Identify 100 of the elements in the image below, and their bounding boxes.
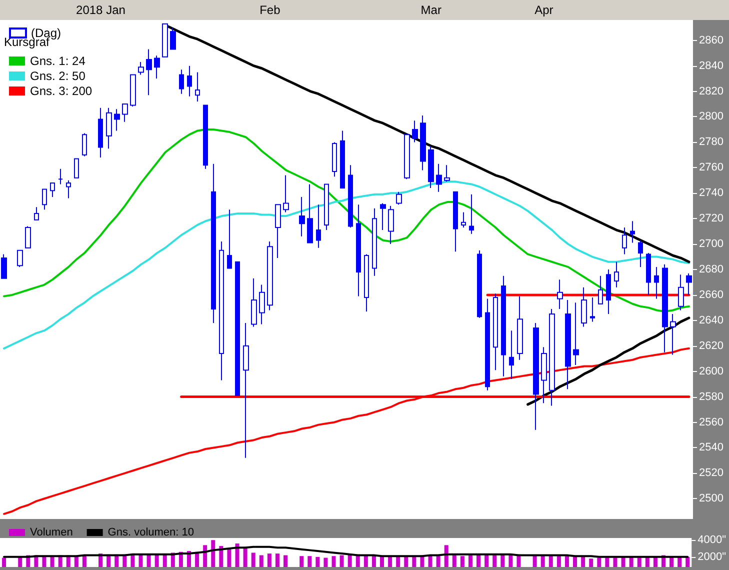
y-tick-label: 2740 [699,187,724,200]
y-tick-label: 2560 [699,416,724,428]
y-tick-label: 2640 [699,314,724,326]
candlestick [66,180,71,199]
candlestick [114,108,120,132]
candlestick [267,240,273,311]
candlestick [235,261,240,396]
legend-label: Gns. 1: 24 [30,54,86,68]
candlestick [654,266,659,300]
y-tick-label: 2540 [699,442,724,454]
candlestick [428,146,434,189]
candlestick [557,279,563,310]
candlestick [614,261,619,288]
candlestick [203,104,208,170]
candlestick [461,212,466,228]
candlestick [324,184,329,231]
y-tick-label: 2600 [699,365,724,378]
candlestick [251,278,257,328]
candlestick [58,168,63,185]
line-series [3,347,690,515]
candlestick [420,114,426,171]
candlestick [106,107,112,150]
candlestick [50,182,55,198]
candlestick [493,293,498,371]
candlestick [412,120,418,143]
y-tick-label: 2000" [698,550,726,563]
candlestick [130,74,136,108]
line-series [3,546,689,558]
candlestick [670,314,676,356]
candlestick [162,23,168,58]
candlestick [404,134,410,180]
candlestick [98,107,103,158]
candlestick [638,240,643,268]
candlestick [74,158,79,178]
candlestick [678,274,684,311]
candlestick [509,330,514,380]
candlestick [662,264,668,353]
line-series [3,128,690,313]
candlestick [307,184,313,244]
y-tick-label: 2780 [699,136,724,148]
candlestick [195,72,200,102]
candlestick [622,226,627,255]
x-tick-label: Apr [534,3,554,17]
candlestick [606,269,611,315]
y-tick-label: 2800 [699,110,724,123]
candlestick [453,191,458,252]
line-series [3,180,690,350]
line-series [526,316,690,406]
candlestick [170,27,176,50]
y-tick-label: 2760 [699,162,724,174]
candlestick [364,254,369,312]
candlestick [348,164,353,228]
y-tick-label: 2500 [699,492,724,505]
y-tick-label: 2580 [699,390,724,403]
y-tick-label: 2520 [699,467,724,480]
candlestick [517,296,523,360]
candlestick [332,142,337,178]
y-tick-label: 2660 [699,288,724,301]
candlestick [17,250,23,268]
candlestick [686,272,692,296]
y-tick-label: 2700 [699,238,724,250]
legend-label: Gns. volumen: 10 [108,526,194,538]
candlestick [1,254,7,279]
candlestick [630,220,635,244]
candlestick [646,252,651,296]
candlestick [598,275,603,304]
candlestick [259,284,265,325]
candlestick [533,322,539,430]
candlestick [211,163,216,324]
candlestick [122,104,128,122]
candlestick [501,275,506,377]
candlestick [477,250,482,318]
candlestick [549,308,555,406]
candlestick [485,298,490,391]
y-tick-label: 2680 [699,264,724,276]
candlestick [581,286,587,328]
x-tick-label: 2018 Jan [76,3,126,17]
x-tick-label: Mar [420,3,442,17]
legend-label: Gns. 3: 200 [30,84,92,98]
y-tick-label: 2720 [699,212,724,225]
candlestick [436,163,442,192]
candlestick [340,130,345,189]
candlestick [227,209,232,269]
candlestick [590,297,595,322]
candlestick [316,204,321,248]
candlestick [82,132,87,157]
candlestick [179,69,184,94]
candlestick [25,226,31,248]
x-tick-label: Feb [260,3,281,17]
candlestick [469,194,474,234]
candlestick [565,300,571,390]
candlestick [356,204,361,297]
y-tick-label: 4000" [698,534,726,546]
candlestick [146,48,152,96]
legend-label: Volumen [30,526,73,538]
candlestick [388,205,394,245]
y-tick-label: 2840 [699,60,724,72]
candlestick [372,208,377,276]
candlestick [283,174,289,213]
candlestick [396,191,402,206]
